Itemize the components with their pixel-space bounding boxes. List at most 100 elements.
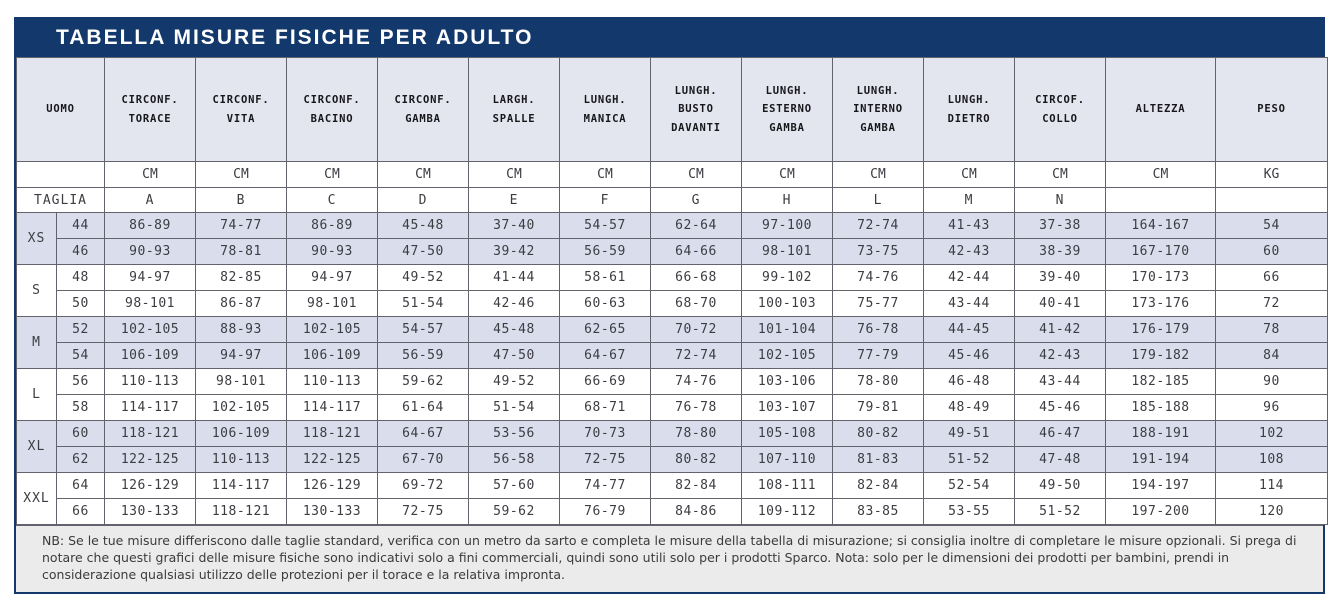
measure-cell: 72-74 [650,342,742,369]
measure-cell: 114-117 [104,394,196,421]
measure-cell: 41-42 [1014,316,1106,343]
measure-cell: 59-62 [377,368,469,395]
measure-cell: 40-41 [1014,290,1106,317]
measure-cell: 44-45 [923,316,1015,343]
measure-cell: 41-43 [923,212,1015,239]
measure-cell: 107-110 [741,446,833,473]
measure-cell: 101-104 [741,316,833,343]
measure-cell: 76-78 [650,394,742,421]
measure-cell: 106-109 [195,420,287,447]
taglia-letter-cell: E [468,187,560,213]
measure-cell: 96 [1215,394,1328,421]
size-number-cell: 44 [56,212,105,239]
measure-cell: 102 [1215,420,1328,447]
measure-cell: 118-121 [286,420,378,447]
measure-cell: 45-48 [377,212,469,239]
unit-cell: CM [1014,161,1106,188]
size-number-cell: 48 [56,264,105,291]
measure-cell: 82-84 [650,472,742,499]
unit-cell: CM [195,161,287,188]
taglia-letter-cell: F [559,187,651,213]
measure-cell: 61-64 [377,394,469,421]
measure-cell: 118-121 [195,498,287,525]
measure-cell: 56-59 [377,342,469,369]
measure-cell: 52-54 [923,472,1015,499]
measure-cell: 54 [1215,212,1328,239]
measure-cell: 37-40 [468,212,560,239]
table-row: 58 114-117 102-105 114-117 61-64 51-54 68-71 76… [17,394,1328,421]
measure-cell: 197-200 [1105,498,1216,525]
measure-cell: 194-197 [1105,472,1216,499]
measure-cell: 108 [1215,446,1328,473]
measure-cell: 66-69 [559,368,651,395]
measure-cell: 88-93 [195,316,287,343]
measure-cell: 126-129 [104,472,196,499]
size-number-cell: 66 [56,498,105,525]
measure-cell: 59-62 [468,498,560,525]
measure-cell: 51-54 [468,394,560,421]
measure-cell: 106-109 [104,342,196,369]
column-header: CIRCONF. BACINO [286,57,378,162]
column-header: CIRCONF. GAMBA [377,57,469,162]
taglia-letter-cell: A [104,187,196,213]
measure-cell: 79-81 [832,394,924,421]
taglia-letter-cell: M [923,187,1015,213]
measure-cell: 57-60 [468,472,560,499]
measure-cell: 53-55 [923,498,1015,525]
measure-cell: 97-100 [741,212,833,239]
measure-cell: 94-97 [195,342,287,369]
measure-cell: 43-44 [923,290,1015,317]
measure-cell: 74-76 [832,264,924,291]
measure-cell: 122-125 [104,446,196,473]
measure-cell: 60 [1215,238,1328,265]
footnote: NB: Se le tue misure differiscono dalle … [16,525,1323,592]
size-number-cell: 54 [56,342,105,369]
measure-cell: 114 [1215,472,1328,499]
measure-cell: 47-50 [377,238,469,265]
measure-cell: 75-77 [832,290,924,317]
unit-cell: CM [559,161,651,188]
taglia-label: TAGLIA [16,187,105,213]
measure-cell: 164-167 [1105,212,1216,239]
measure-cell: 76-79 [559,498,651,525]
measure-cell: 45-46 [1014,394,1106,421]
taglia-letter-cell: B [195,187,287,213]
table-row: 66 130-133 118-121 130-133 72-75 59-62 76-79 84… [17,498,1328,525]
measure-cell: 49-52 [377,264,469,291]
measure-cell: 102-105 [741,342,833,369]
measure-cell: 66-68 [650,264,742,291]
unit-cell: CM [286,161,378,188]
measure-cell: 108-111 [741,472,833,499]
unit-cell: CM [741,161,833,188]
measure-cell: 90 [1215,368,1328,395]
measure-cell: 62-65 [559,316,651,343]
measure-cell: 74-76 [650,368,742,395]
corner-header: UOMO [16,57,105,162]
measure-cell: 170-173 [1105,264,1216,291]
measure-cell: 41-44 [468,264,560,291]
measure-cell: 39-42 [468,238,560,265]
measure-cell: 60-63 [559,290,651,317]
measure-cell: 37-38 [1014,212,1106,239]
measure-cell: 78 [1215,316,1328,343]
measure-cell: 106-109 [286,342,378,369]
measure-cell: 72 [1215,290,1328,317]
size-chart-panel: TABELLA MISURE FISICHE PER ADULTO UOMO CI… [14,17,1328,594]
measure-cell: 48-49 [923,394,1015,421]
measure-cell: 191-194 [1105,446,1216,473]
unit-cell: CM [923,161,1015,188]
measure-cell: 73-75 [832,238,924,265]
size-table: UOMO CIRCONF. TORACE CIRCONF. VITA CIRCONF.… [16,57,1328,525]
measure-cell: 120 [1215,498,1328,525]
measure-cell: 90-93 [104,238,196,265]
unit-cell: CM [104,161,196,188]
measure-cell: 103-107 [741,394,833,421]
measure-cell: 99-102 [741,264,833,291]
measure-cell: 167-170 [1105,238,1216,265]
measure-cell: 56-59 [559,238,651,265]
measure-cell: 83-85 [832,498,924,525]
taglia-letter-cell: N [1014,187,1106,213]
column-header: LARGH. SPALLE [468,57,560,162]
measure-cell: 78-80 [650,420,742,447]
measure-cell: 102-105 [195,394,287,421]
